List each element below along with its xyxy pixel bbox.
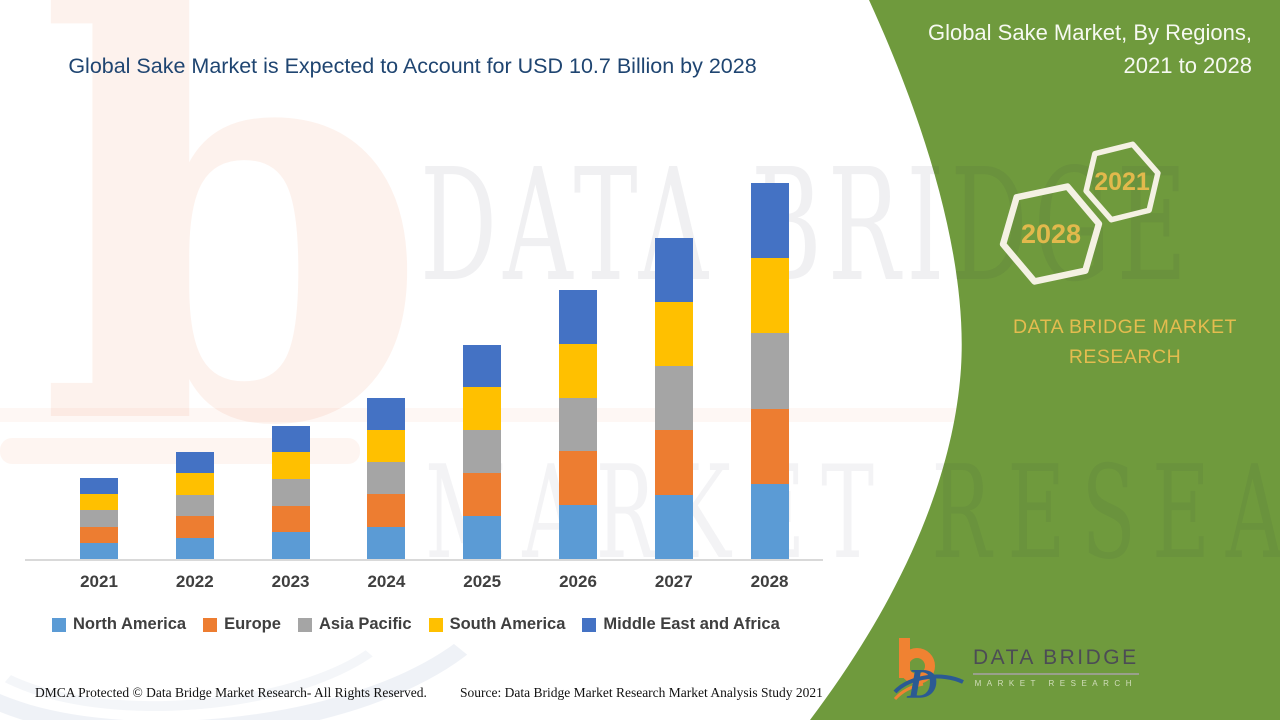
segment-south-america-2028	[750, 258, 789, 334]
right-panel-title-line1: Global Sake Market, By Regions,	[927, 20, 1252, 45]
legend-swatch-asia-pacific	[297, 617, 312, 632]
segment-asia-pacific-2023	[271, 478, 310, 506]
legend-label-asia-pacific: Asia Pacific	[318, 615, 412, 633]
segment-middle-east-and-africa-2028	[750, 183, 789, 259]
legend-item-middle-east-and-africa: Middle East and Africa	[582, 615, 780, 634]
hexagon-year-2028: 2028	[1020, 218, 1082, 249]
legend-swatch-south-america	[428, 617, 443, 632]
data-bridge-logo-icon: D	[893, 638, 964, 702]
legend-item-north-america: North America	[52, 615, 186, 634]
segment-north-america-2023	[271, 532, 310, 559]
segment-south-america-2026	[559, 343, 597, 398]
segment-north-america-2024	[367, 526, 406, 559]
legend-label-south-america: South America	[449, 615, 566, 633]
segment-europe-2022	[175, 516, 214, 538]
right-panel-title: Global Sake Market, By Regions, 2021 to …	[872, 16, 1252, 82]
brand-text: DATA BRIDGE MARKET RESEARCH	[1013, 316, 1237, 368]
legend-item-europe: Europe	[203, 615, 281, 634]
x-axis-labels: 2021 2022 2023 2024 2025 2026 2027 2028	[25, 572, 823, 596]
legend-label-middle-east-and-africa: Middle East and Africa	[603, 615, 780, 633]
x-axis-label-2023: 2023	[271, 572, 310, 591]
segment-asia-pacific-2024	[367, 462, 406, 495]
legend-item-south-america: South America	[428, 615, 566, 634]
x-axis-label-2026: 2026	[559, 572, 597, 591]
segment-europe-2025	[463, 473, 502, 517]
segment-south-america-2023	[271, 452, 310, 479]
green-panel-shape	[810, 0, 1280, 720]
stacked-bar-2027	[654, 237, 693, 559]
segment-europe-2024	[367, 494, 406, 527]
segment-north-america-2021	[80, 542, 118, 559]
plot-area	[25, 183, 823, 561]
x-axis-label-2021: 2021	[80, 572, 118, 591]
segment-asia-pacific-2027	[654, 366, 693, 431]
hexagon-outline-icon	[999, 183, 1103, 285]
x-axis-label-2022: 2022	[175, 572, 214, 591]
logo-tagline: MARKET RESEARCH	[974, 679, 1137, 688]
chart-title: Global Sake Market is Expected to Accoun…	[68, 54, 757, 78]
x-axis-label-2024: 2024	[367, 572, 406, 591]
segment-asia-pacific-2025	[463, 430, 502, 474]
segment-asia-pacific-2026	[559, 397, 597, 452]
segment-middle-east-and-africa-2021	[80, 478, 118, 495]
segment-middle-east-and-africa-2025	[463, 344, 502, 388]
segment-middle-east-and-africa-2023	[271, 425, 310, 453]
stacked-bar-2024	[367, 397, 406, 559]
segment-north-america-2027	[654, 494, 693, 559]
segment-middle-east-and-africa-2027	[654, 237, 693, 302]
stacked-bar-2026	[559, 290, 597, 559]
hexagon-badge-2028: 2028	[991, 178, 1112, 290]
stacked-bar-2028	[750, 183, 789, 559]
legend-swatch-north-america	[52, 617, 66, 632]
segment-south-america-2021	[80, 494, 118, 511]
segment-south-america-2025	[463, 387, 502, 431]
right-panel-title-line2: 2021 to 2028	[1123, 53, 1252, 78]
stacked-bar-2023	[271, 425, 310, 559]
legend-swatch-europe	[203, 617, 218, 632]
source-note: Source: Data Bridge Market Research Mark…	[460, 685, 823, 700]
segment-asia-pacific-2021	[80, 510, 118, 527]
x-axis-label-2027: 2027	[654, 572, 693, 591]
segment-europe-2021	[80, 526, 118, 543]
legend-label-north-america: North America	[73, 615, 187, 633]
stacked-bar-2025	[463, 344, 502, 559]
legend-swatch-middle-east-and-africa	[582, 617, 597, 632]
logo-name: DATA BRIDGE	[973, 646, 1139, 675]
segment-south-america-2027	[654, 301, 693, 367]
x-axis-label-2025: 2025	[463, 572, 502, 591]
segment-middle-east-and-africa-2026	[559, 290, 597, 344]
legend-item-asia-pacific: Asia Pacific	[297, 615, 412, 634]
svg-text:D: D	[906, 662, 937, 702]
segment-middle-east-and-africa-2022	[175, 452, 214, 474]
segment-europe-2028	[750, 408, 789, 484]
watermark-b-letter-icon: b	[38, 0, 430, 549]
hexagon-outline-icon	[1083, 141, 1161, 223]
segment-south-america-2022	[175, 473, 214, 495]
segment-south-america-2024	[367, 429, 406, 463]
stacked-bar-2022	[175, 452, 214, 559]
segment-europe-2027	[654, 430, 693, 495]
segment-north-america-2026	[559, 505, 597, 559]
segment-europe-2026	[559, 451, 597, 506]
dmca-notice: DMCA Protected © Data Bridge Market Rese…	[35, 685, 427, 700]
legend: North America Europe Asia Pacific South Ame…	[52, 615, 842, 634]
segment-north-america-2022	[175, 537, 214, 559]
segment-europe-2023	[271, 505, 310, 533]
segment-north-america-2028	[750, 483, 789, 559]
segment-asia-pacific-2022	[175, 494, 214, 517]
legend-label-europe: Europe	[224, 615, 281, 633]
x-axis-label-2028: 2028	[750, 572, 789, 591]
segment-north-america-2025	[463, 516, 502, 559]
segment-middle-east-and-africa-2024	[367, 397, 406, 430]
hexagon-badge-2021: 2021	[1075, 138, 1168, 227]
segment-asia-pacific-2028	[750, 333, 789, 409]
stacked-bar-2021	[80, 478, 118, 559]
data-bridge-logo: D DATA BRIDGE MARKET RESEARCH	[893, 636, 1139, 702]
